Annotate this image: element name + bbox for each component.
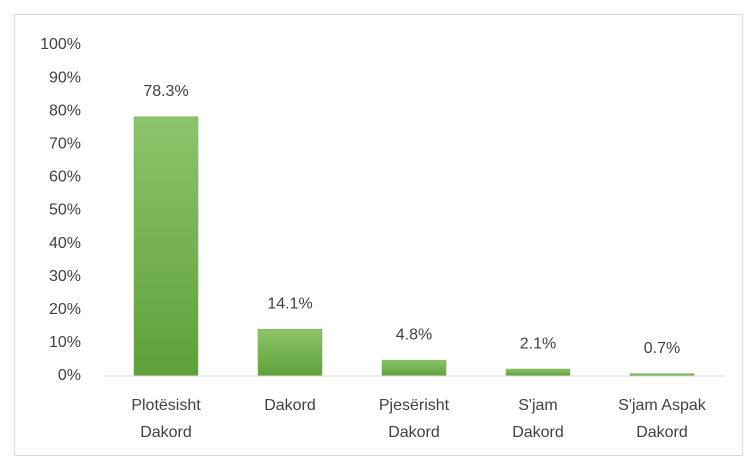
y-tick-label: 10% <box>49 334 81 351</box>
y-tick-label: 0% <box>58 367 81 384</box>
x-tick-label: S'jam Dakord <box>512 397 564 441</box>
bar <box>257 329 323 377</box>
x-tick-label-line: Pjesërisht <box>379 397 450 414</box>
data-label: 4.8% <box>396 326 432 343</box>
y-tick-label: 100% <box>40 36 81 53</box>
x-tick-label-line: Dakord <box>140 424 192 441</box>
data-label: 14.1% <box>267 296 312 313</box>
data-label: 78.3% <box>143 83 188 100</box>
y-tick-label: 70% <box>49 136 81 153</box>
x-tick-label-line: S'jam Aspak <box>618 397 707 414</box>
bar <box>381 359 447 377</box>
x-tick-label: Pjesërisht Dakord <box>379 397 450 441</box>
y-tick-label: 30% <box>49 268 81 285</box>
y-tick-label: 80% <box>49 102 81 119</box>
y-tick-label: 60% <box>49 169 81 186</box>
x-tick-label: Plotësisht Dakord <box>131 397 201 441</box>
x-tick-label-line: Plotësisht <box>131 397 201 414</box>
x-tick-label-line: Dakord <box>512 424 564 441</box>
bar <box>133 116 199 377</box>
x-tick-label-line: Dakord <box>636 424 688 441</box>
data-label: 2.1% <box>520 335 556 352</box>
y-tick-label: 40% <box>49 235 81 252</box>
x-tick-label-line: Dakord <box>388 424 440 441</box>
chart-frame <box>14 14 743 456</box>
x-tick-label-line: Dakord <box>264 397 316 414</box>
x-tick-label: S'jam Aspak Dakord <box>618 397 707 441</box>
x-tick-label: Dakord <box>264 397 316 414</box>
x-tick-label-line: S'jam <box>518 397 558 414</box>
bar <box>505 368 571 377</box>
data-label: 0.7% <box>644 340 680 357</box>
y-tick-label: 20% <box>49 301 81 318</box>
y-tick-label: 50% <box>49 202 81 219</box>
y-tick-label: 90% <box>49 69 81 86</box>
